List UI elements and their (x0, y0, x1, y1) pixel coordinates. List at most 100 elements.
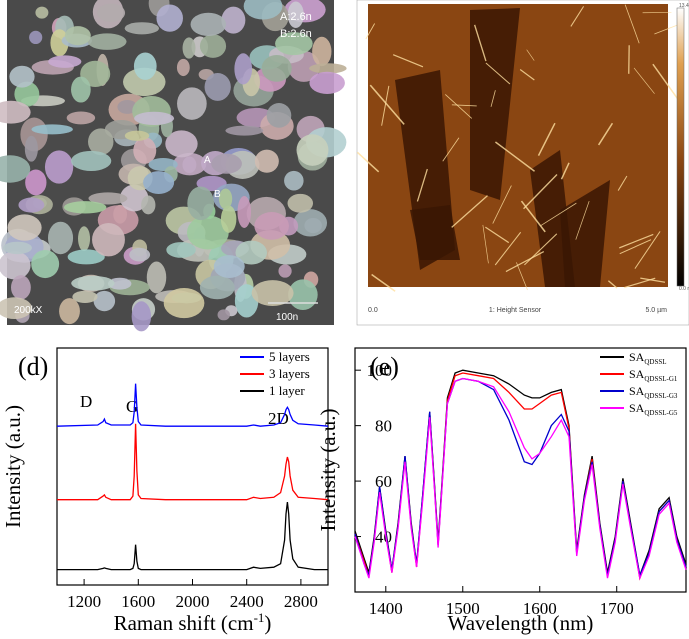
grain (87, 33, 127, 50)
afm-flake-edge (640, 277, 666, 283)
grain (0, 251, 31, 280)
grain (243, 0, 283, 20)
grain (88, 128, 114, 156)
x-tick-label: 1400 (369, 599, 403, 618)
grain (266, 103, 292, 128)
grain (204, 73, 231, 101)
grain (186, 215, 229, 250)
x-tick-label: 1700 (600, 599, 634, 618)
grain (9, 65, 35, 88)
sem-label: 200kX (14, 305, 43, 316)
afm-flake-edge (356, 151, 380, 173)
afm-flake-edge (597, 122, 614, 146)
afm-flake-edge (445, 94, 473, 119)
x-axis-label: Wavelength (nm) (448, 611, 594, 635)
legend-label: SAQDSSL-G1 (629, 367, 678, 383)
afm-flake-edge (392, 54, 424, 68)
grain (309, 71, 345, 95)
grain (187, 186, 215, 221)
afm-flake-edge (494, 141, 535, 172)
grain (59, 298, 80, 325)
grain (218, 188, 233, 210)
afm-flake-edge (490, 90, 496, 107)
afm-flake-edge (451, 104, 477, 107)
grain (71, 150, 112, 171)
afm-flake-edge (540, 202, 577, 227)
grain (31, 124, 73, 135)
grain (261, 54, 292, 82)
grain (133, 137, 157, 164)
grain (7, 214, 42, 241)
afm-flake-edge (494, 231, 522, 266)
x-tick-label: 2000 (176, 592, 210, 611)
grain (71, 76, 91, 103)
legend-name: 1 layer (269, 383, 305, 398)
afm-flake-edge (485, 226, 510, 244)
grain (166, 242, 196, 258)
x-tick-label: 1500 (446, 599, 480, 618)
x-axis-label-text: Wavelength (nm) (448, 611, 594, 635)
grain (190, 12, 227, 37)
afm-flake-edge (624, 277, 656, 289)
grain (213, 255, 245, 278)
afm-flake-edge (451, 195, 488, 228)
sem-label: A (204, 155, 211, 166)
grain (173, 152, 207, 176)
legend-name: SA (629, 367, 645, 381)
grain (199, 34, 227, 58)
series-line (354, 377, 687, 581)
grain (131, 301, 152, 332)
afm-dark (470, 8, 520, 200)
grain (72, 290, 98, 303)
legend-label: 3 layers (269, 366, 310, 381)
grain (35, 6, 49, 19)
grain (293, 209, 328, 237)
afm-flake-edge (519, 68, 535, 81)
grain (78, 226, 91, 252)
afm-axis-label: 5.0 µm (645, 307, 667, 314)
grain (0, 155, 31, 183)
afm-dark (410, 205, 460, 260)
afm-flake-edge (442, 137, 460, 162)
series-line (56, 383, 329, 427)
grain (25, 169, 47, 196)
y-tick-label: 80 (375, 417, 392, 436)
plot-frame (354, 347, 687, 593)
grain (237, 195, 252, 228)
grain (44, 150, 74, 184)
grain (278, 264, 292, 278)
grain (2, 241, 32, 255)
grain (176, 58, 190, 77)
x-tick-label: 2800 (284, 592, 318, 611)
legend-name: 5 layers (269, 349, 310, 364)
grain (10, 275, 31, 300)
grain (123, 67, 166, 97)
colorbar-label: 0.0 nm (679, 286, 689, 292)
grain (47, 221, 74, 255)
y-tick-label: 100 (367, 361, 393, 380)
grain (124, 22, 160, 35)
grain (146, 261, 167, 294)
afm-flake-edge (624, 4, 640, 44)
afm-flake-edge (381, 85, 390, 126)
grain (165, 130, 198, 158)
grain (254, 149, 279, 173)
afm-flake-edge (537, 122, 556, 156)
grain (287, 1, 304, 29)
grain (220, 205, 237, 233)
grain (234, 53, 253, 85)
grain (211, 153, 242, 174)
afm-flake-edge (482, 224, 489, 264)
afm-dark (560, 180, 610, 287)
afm-flake-edge (619, 233, 654, 249)
legend-label: 5 layers (269, 349, 310, 364)
grain (251, 280, 294, 306)
y-axis-label: Intensity (a.u.) (1, 405, 25, 528)
legend-name: SA (629, 350, 645, 364)
afm-flake-edge (570, 6, 585, 27)
y-tick-label: 60 (375, 472, 392, 491)
afm-flake-edge (619, 239, 652, 255)
grain (88, 192, 128, 205)
grain (24, 135, 38, 162)
